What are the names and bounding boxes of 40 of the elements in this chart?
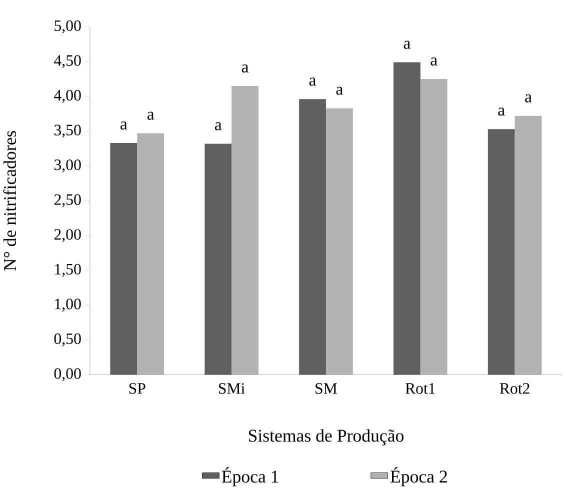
data-label: a [404,40,410,49]
bar [232,86,258,375]
y-tick-label: 1,50 [55,264,81,277]
y-tick-label: 3,50 [54,124,81,138]
bar [393,62,420,375]
y-axis-title: N° de nitrificadores [3,131,16,271]
y-tick-label: 0,50 [54,333,81,346]
legend-label: Época 1 [222,467,278,486]
x-axis-title: Sistemas de Produção [248,429,404,446]
data-label: a [430,57,438,66]
bar [326,108,353,375]
y-tick-label: 4,50 [54,55,81,68]
bar [204,144,232,375]
y-tick-label: 0,00 [54,368,81,382]
x-tick-label: Rot2 [500,383,530,394]
bar [110,143,138,375]
bar [299,99,326,375]
y-tick-label: 3,00 [54,159,81,172]
data-label: a [309,78,316,86]
x-tick-label: SMi [218,383,245,394]
y-tick-label: 4,00 [54,90,81,103]
bar [488,129,515,375]
legend-label: Época 2 [390,467,447,486]
data-label: a [147,112,154,120]
y-tick-label: 2,50 [54,194,81,208]
bar [137,133,164,375]
x-tick-label: Rot1 [405,383,435,394]
data-label: a [242,64,249,73]
data-label: a [214,122,222,130]
data-label: a [336,86,343,95]
data-label: a [525,94,532,102]
data-label: a [120,122,128,130]
bar [420,79,448,375]
bar [514,116,542,375]
x-tick-label: SP [129,383,146,394]
y-tick-label: 5,00 [54,20,81,34]
y-tick-label: 2,00 [54,229,81,242]
data-label: a [498,108,505,116]
y-tick-label: 1,00 [55,298,81,312]
x-tick-label: SM [316,383,337,394]
